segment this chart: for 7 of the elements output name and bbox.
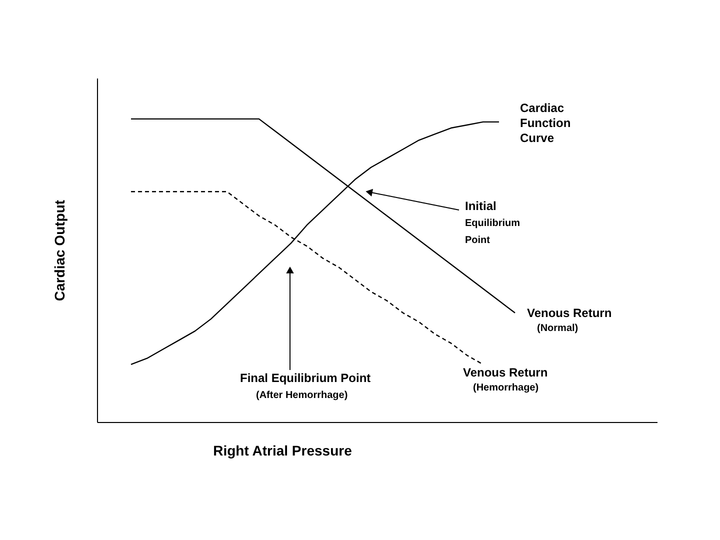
series-label: Venous Return (Hemorrhage) — [463, 365, 548, 394]
series-label: Venous Return (Normal) — [527, 306, 612, 334]
annotation: Final Equilibrium Point (After Hemorrhage) — [240, 371, 371, 401]
y-axis-title: Cardiac Output — [52, 200, 68, 302]
x-axis-title: Right Atrial Pressure — [213, 442, 352, 458]
annotation: Initial Equilibrium Point — [465, 199, 520, 246]
series-label: Cardiac Function Curve — [520, 100, 571, 145]
